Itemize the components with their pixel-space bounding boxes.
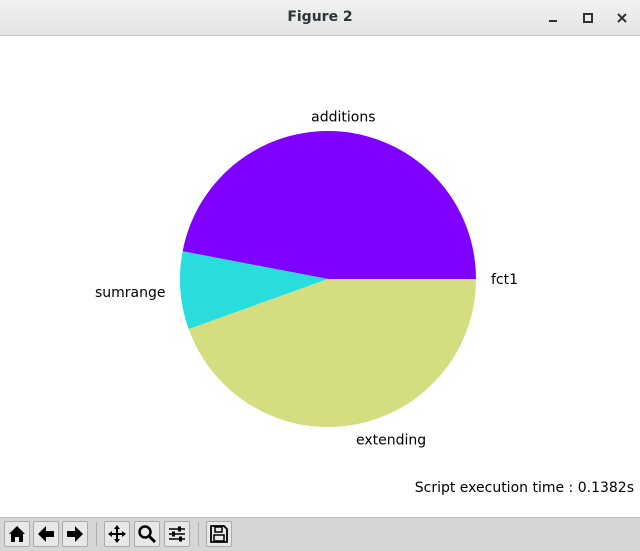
toolbar-separator bbox=[198, 522, 199, 546]
pan-icon bbox=[108, 525, 126, 543]
pan-button[interactable] bbox=[104, 521, 130, 547]
minimize-button[interactable] bbox=[543, 8, 563, 28]
configure-subplots-button[interactable] bbox=[164, 521, 190, 547]
forward-button[interactable] bbox=[62, 521, 88, 547]
minimize-icon bbox=[549, 20, 557, 22]
save-icon bbox=[210, 525, 228, 543]
pie-label-additions: additions bbox=[311, 110, 375, 126]
zoom-icon bbox=[138, 525, 157, 544]
pie-slice-sumrange bbox=[180, 251, 328, 330]
pie-slice-additions bbox=[182, 130, 476, 279]
forward-icon bbox=[67, 526, 83, 542]
close-icon bbox=[617, 13, 627, 23]
close-button[interactable] bbox=[612, 8, 632, 28]
zoom-button[interactable] bbox=[134, 521, 160, 547]
figure-canvas: fct1 additions sumrange extending Script ex… bbox=[0, 37, 640, 517]
home-button[interactable] bbox=[4, 521, 30, 547]
pie-label-extending: extending bbox=[356, 433, 426, 449]
back-icon bbox=[38, 526, 54, 542]
pie-chart: fct1 additions sumrange extending bbox=[95, 110, 518, 449]
maximize-icon bbox=[583, 13, 593, 23]
window-title: Figure 2 bbox=[287, 9, 353, 25]
home-icon bbox=[9, 526, 25, 542]
window-titlebar[interactable]: Figure 2 bbox=[0, 0, 640, 36]
pie-label-fct1: fct1 bbox=[491, 272, 518, 288]
navigation-toolbar bbox=[0, 517, 640, 551]
execution-time-text: Script execution time : 0.1382s bbox=[414, 480, 634, 496]
back-button[interactable] bbox=[33, 521, 59, 547]
maximize-button[interactable] bbox=[578, 8, 598, 28]
configure-subplots-icon bbox=[169, 526, 185, 542]
save-button[interactable] bbox=[206, 521, 232, 547]
toolbar-separator bbox=[96, 522, 97, 546]
pie-label-sumrange: sumrange bbox=[95, 285, 166, 301]
pie-slice-extending bbox=[188, 279, 477, 427]
